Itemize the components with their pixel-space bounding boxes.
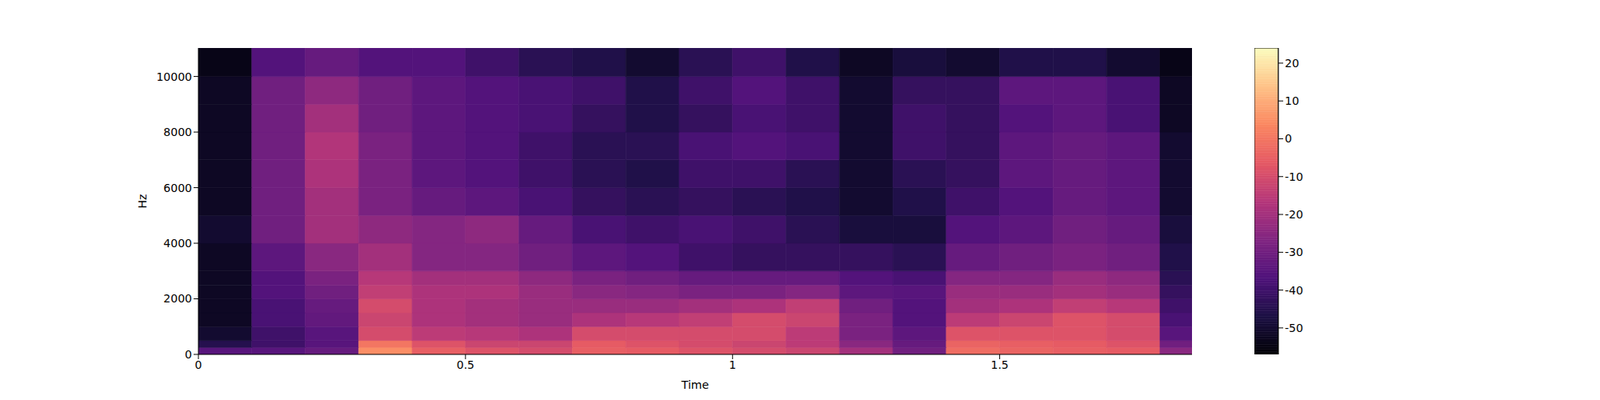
svg-text:10: 10 [1284, 94, 1300, 108]
svg-text:0.5: 0.5 [456, 358, 475, 372]
svg-text:10000: 10000 [156, 70, 192, 84]
svg-text:1.5: 1.5 [990, 358, 1008, 372]
svg-text:1: 1 [728, 358, 736, 372]
svg-text:-10: -10 [1284, 170, 1304, 184]
svg-text:2000: 2000 [163, 292, 192, 305]
svg-text:4000: 4000 [163, 236, 192, 250]
svg-text:20: 20 [1284, 56, 1300, 70]
svg-text:Hz: Hz [136, 194, 149, 209]
svg-text:Time: Time [680, 378, 709, 392]
svg-text:-30: -30 [1284, 245, 1304, 259]
svg-text:-20: -20 [1284, 208, 1304, 221]
svg-text:-40: -40 [1284, 284, 1304, 297]
svg-text:-50: -50 [1284, 321, 1304, 335]
svg-text:0: 0 [184, 348, 192, 361]
svg-text:8000: 8000 [163, 125, 192, 139]
svg-text:0: 0 [195, 358, 203, 372]
svg-text:0: 0 [1284, 132, 1292, 145]
svg-text:6000: 6000 [163, 181, 192, 195]
